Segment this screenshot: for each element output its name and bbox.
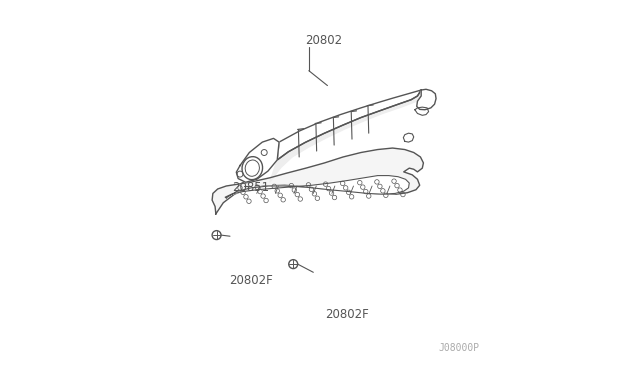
Text: 20802: 20802 [305,35,342,47]
Polygon shape [212,148,424,214]
Ellipse shape [242,157,262,180]
Circle shape [289,260,298,269]
Circle shape [212,231,221,240]
Polygon shape [225,176,410,198]
Polygon shape [236,138,279,182]
Polygon shape [403,133,413,142]
Text: 20802F: 20802F [229,275,273,287]
Text: 20802F: 20802F [326,308,369,321]
Polygon shape [277,90,421,160]
Polygon shape [415,107,429,115]
Text: J08000P: J08000P [439,343,480,353]
Text: 20851: 20851 [232,182,269,194]
Polygon shape [270,90,421,182]
Polygon shape [417,89,436,110]
